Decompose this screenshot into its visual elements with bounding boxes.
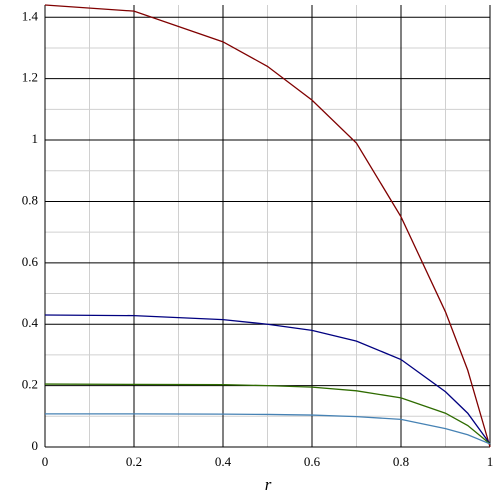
x-tick-label: 0.4 (215, 454, 232, 469)
y-tick-label: 1.2 (22, 70, 38, 85)
y-tick-label: 0.8 (22, 192, 38, 207)
data-line (44, 383, 491, 445)
data-line (45, 413, 491, 445)
y-tick-label: 1 (32, 131, 39, 146)
x-tick-label: 0.2 (126, 454, 142, 469)
data-line (44, 314, 491, 445)
x-tick-label: 1 (487, 454, 494, 469)
y-tick-label: 0.2 (22, 377, 38, 392)
y-tick-label: 0.4 (22, 315, 39, 330)
x-axis-label: r (265, 475, 272, 494)
y-tick-label: 0 (32, 438, 39, 453)
data-line (44, 4, 491, 448)
x-tick-label: 0.8 (393, 454, 409, 469)
x-tick-label: 0.6 (304, 454, 321, 469)
x-tick-label: 0 (42, 454, 49, 469)
y-tick-label: 0.6 (22, 254, 39, 269)
y-tick-label: 1.4 (22, 8, 39, 23)
